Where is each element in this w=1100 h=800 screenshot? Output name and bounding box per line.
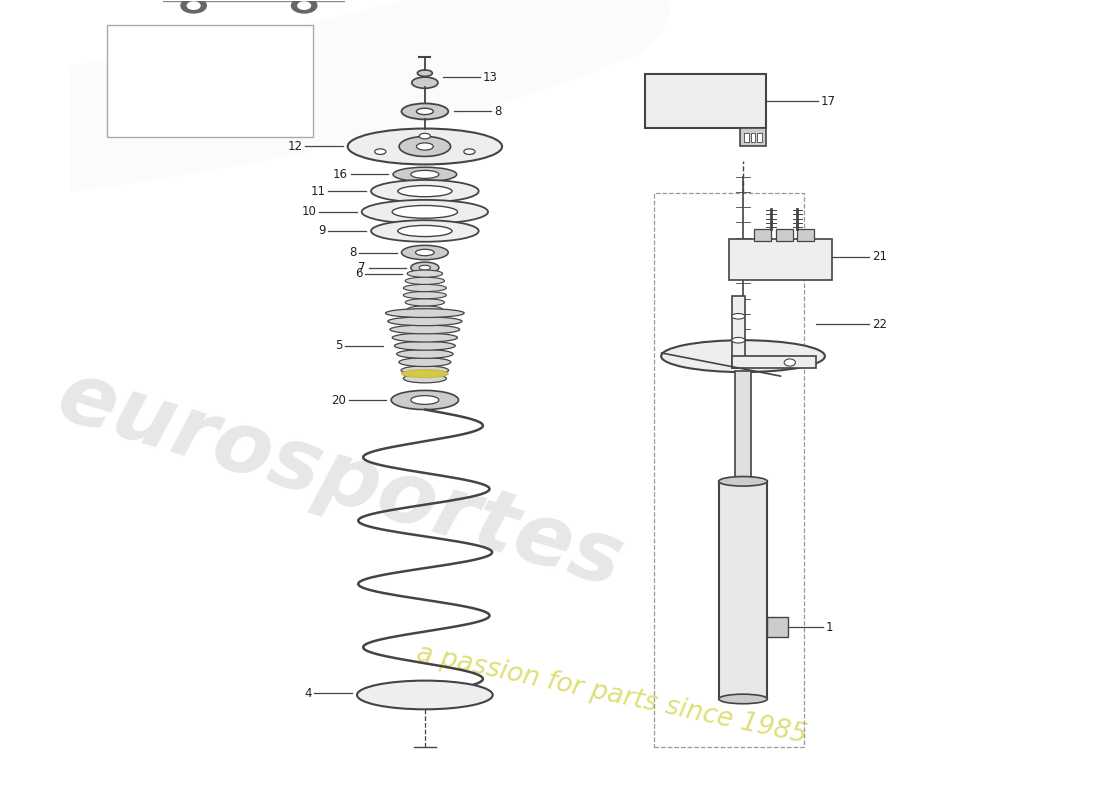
Bar [645,74,767,128]
Ellipse shape [292,0,317,13]
Text: 4: 4 [304,687,311,700]
Text: 20: 20 [331,394,346,406]
Text: 16: 16 [333,168,348,181]
Bar [654,193,804,746]
Ellipse shape [784,359,795,366]
Ellipse shape [407,270,442,278]
Ellipse shape [395,342,455,350]
Ellipse shape [392,390,459,410]
Ellipse shape [417,70,432,76]
Bar [740,128,767,146]
Text: 17: 17 [821,94,836,107]
Ellipse shape [718,694,768,704]
Bar [732,296,745,368]
Text: 8: 8 [349,246,356,259]
Text: a passion for parts since 1985: a passion for parts since 1985 [415,641,810,749]
Bar [735,370,751,512]
Bar [755,230,771,241]
Bar [732,356,816,368]
Text: 5: 5 [336,339,342,352]
Ellipse shape [390,325,460,334]
Ellipse shape [402,103,449,119]
Ellipse shape [417,143,433,150]
Ellipse shape [402,366,449,374]
Text: 1: 1 [825,621,833,634]
Text: 10: 10 [301,206,317,218]
Ellipse shape [417,108,433,114]
Ellipse shape [410,170,439,178]
Bar [750,133,756,142]
Text: 8: 8 [494,105,502,118]
Text: 22: 22 [872,318,888,330]
Ellipse shape [718,477,768,486]
Ellipse shape [392,206,458,218]
Ellipse shape [362,200,488,224]
Polygon shape [163,0,344,1]
Bar [768,617,788,637]
Ellipse shape [404,374,447,383]
Ellipse shape [399,358,451,366]
Ellipse shape [732,338,745,343]
Ellipse shape [393,167,456,182]
Ellipse shape [404,285,447,291]
Bar [718,482,768,699]
Ellipse shape [419,134,430,139]
Text: 13: 13 [483,70,498,84]
Bar [776,230,793,241]
Text: 11: 11 [310,185,326,198]
Ellipse shape [298,2,310,10]
Ellipse shape [404,291,447,298]
Ellipse shape [402,246,449,260]
Ellipse shape [397,350,453,358]
Ellipse shape [410,396,439,404]
Ellipse shape [358,681,493,710]
Ellipse shape [398,226,452,237]
Text: 9: 9 [318,225,326,238]
Ellipse shape [371,180,478,202]
Bar [757,133,761,142]
Ellipse shape [419,266,430,270]
Ellipse shape [386,309,464,318]
Ellipse shape [399,137,451,157]
Ellipse shape [405,298,444,306]
Ellipse shape [398,186,452,197]
Bar [798,230,814,241]
Bar [729,239,832,281]
Text: 7: 7 [359,261,366,274]
Text: eurosportes: eurosportes [48,354,634,605]
Ellipse shape [348,129,502,165]
Ellipse shape [187,2,200,10]
Ellipse shape [393,334,458,342]
Text: 6: 6 [354,267,362,280]
Bar [744,133,749,142]
Ellipse shape [407,306,442,313]
Ellipse shape [416,250,434,256]
Ellipse shape [732,314,745,319]
Ellipse shape [375,149,386,154]
Ellipse shape [661,340,825,372]
Ellipse shape [405,278,444,285]
Ellipse shape [410,262,439,274]
Ellipse shape [371,220,478,242]
Ellipse shape [182,0,207,13]
Text: 21: 21 [872,250,888,263]
Text: 12: 12 [287,140,303,153]
Ellipse shape [411,77,438,88]
Bar [107,26,312,137]
Ellipse shape [402,370,449,378]
Ellipse shape [388,317,462,326]
Ellipse shape [464,149,475,154]
